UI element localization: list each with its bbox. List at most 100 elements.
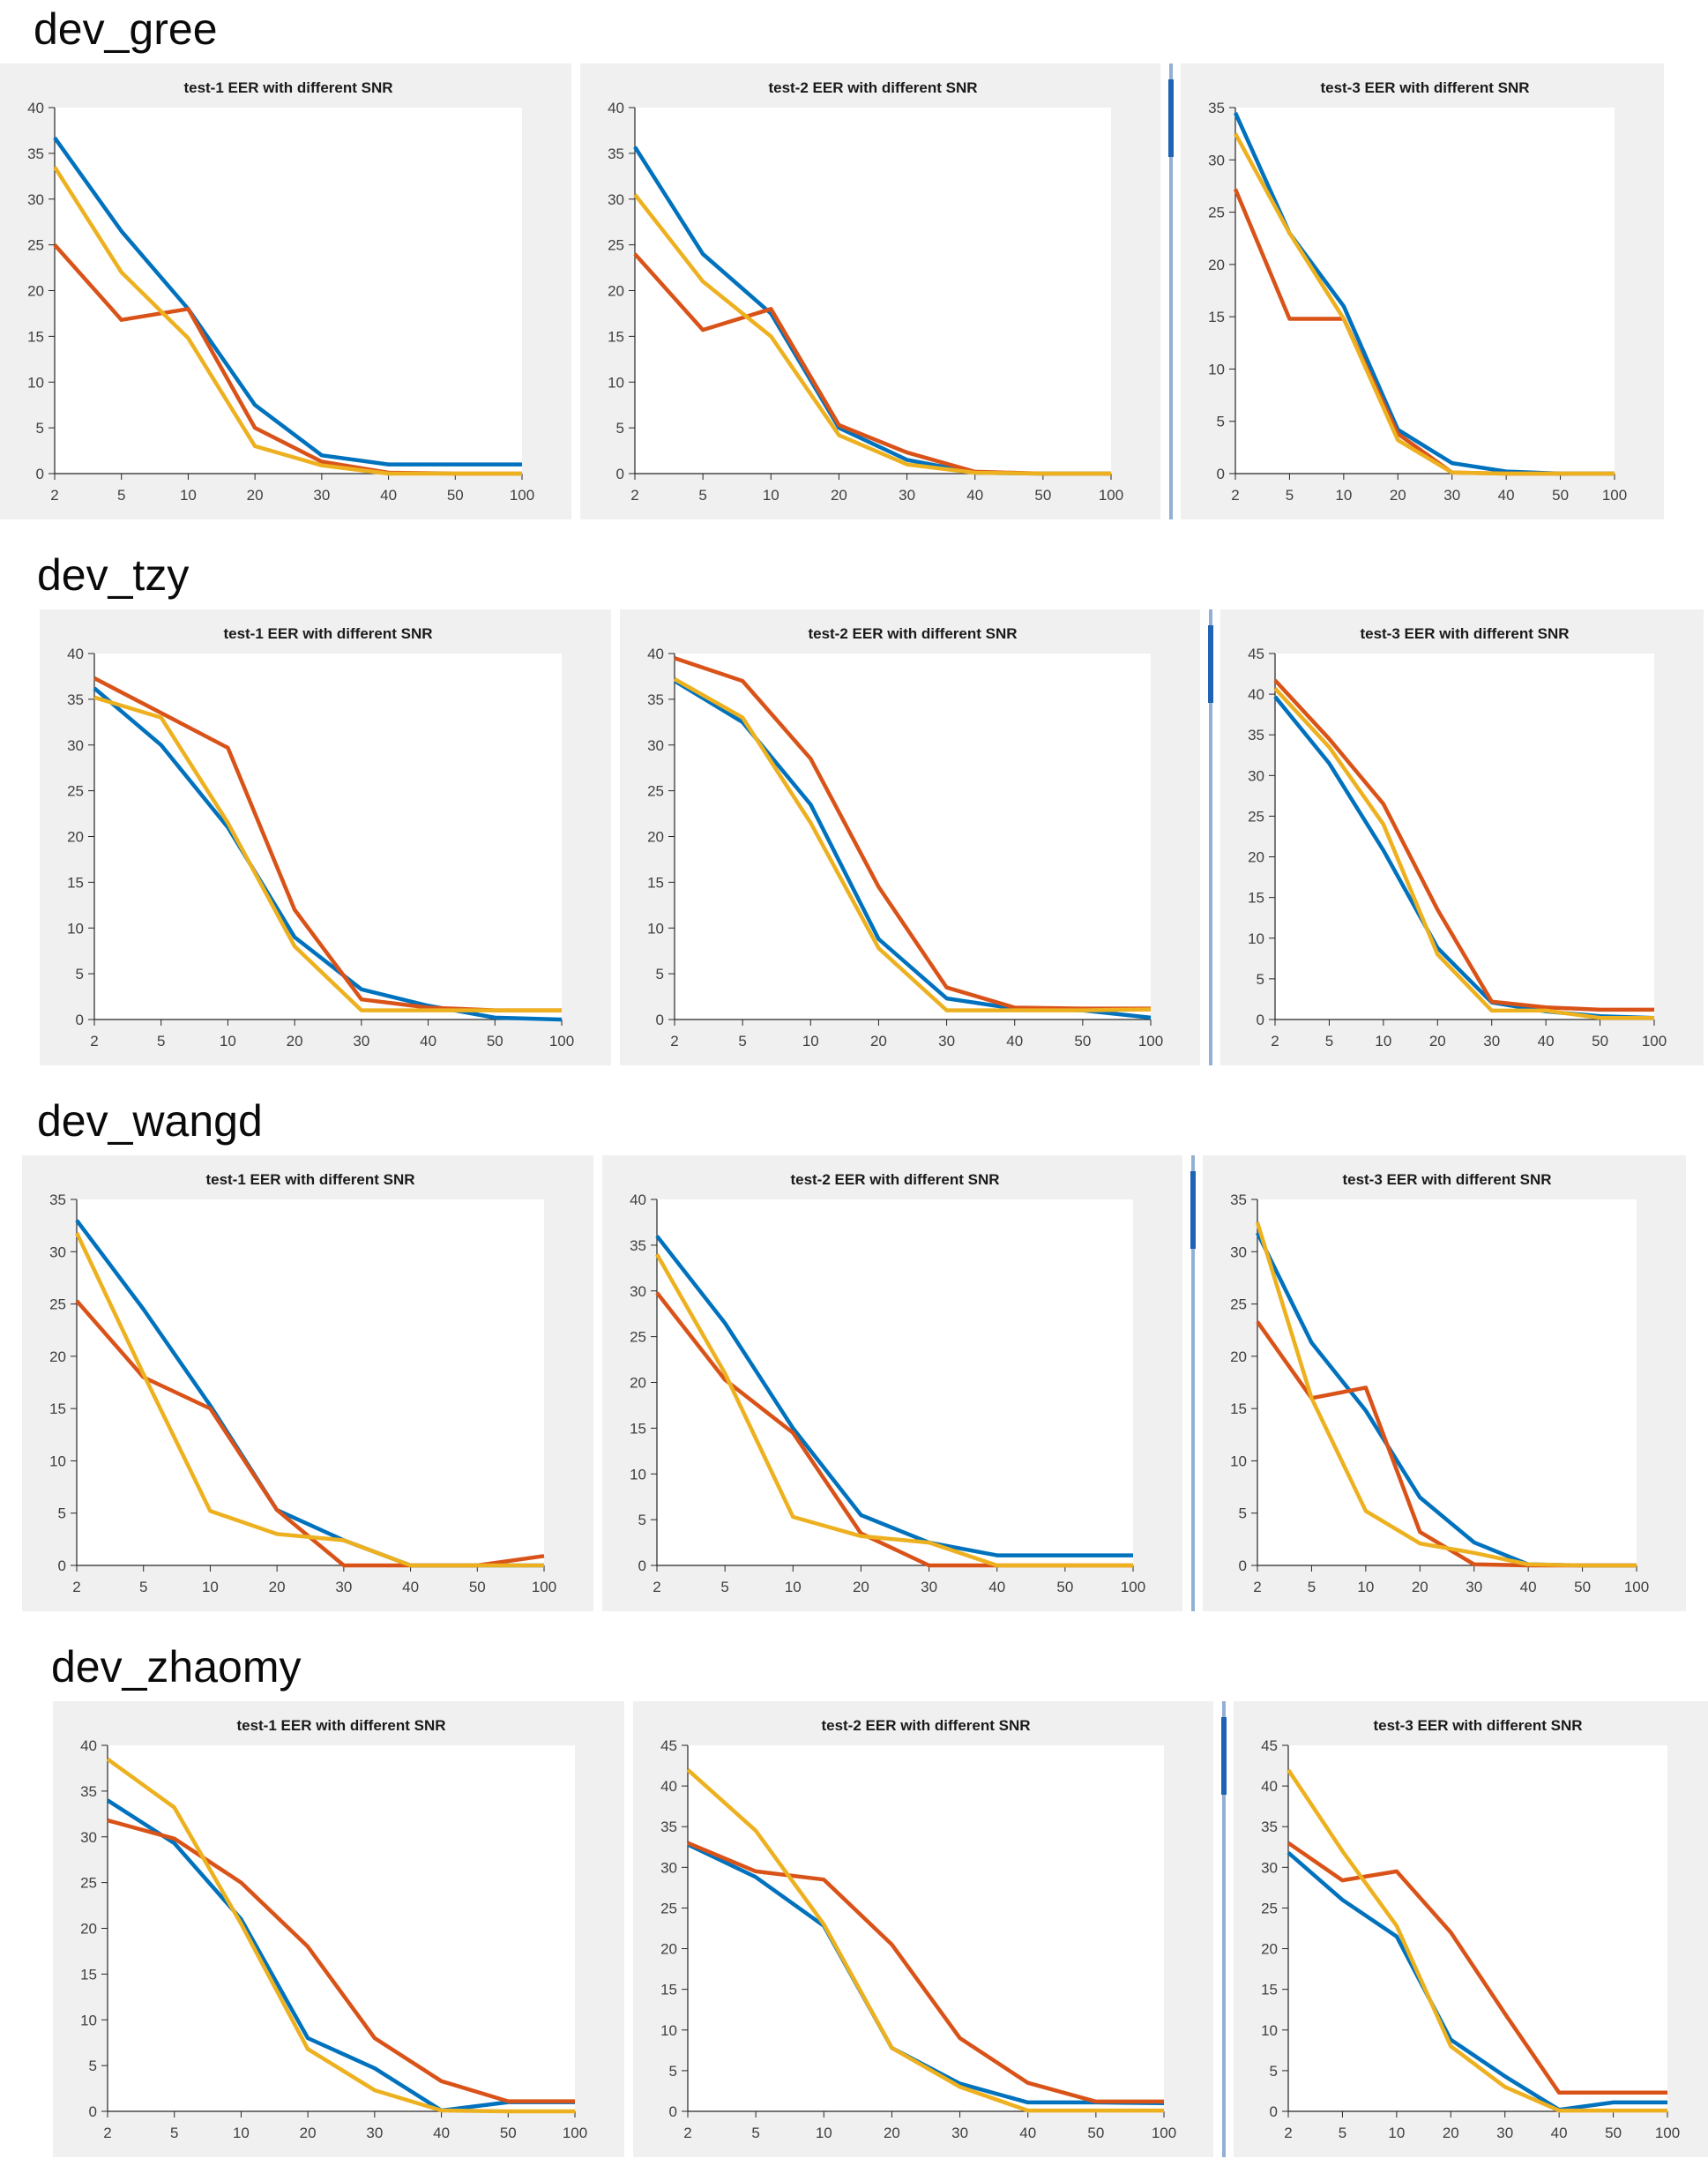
y-tick-label: 10: [1208, 361, 1225, 377]
y-tick-label: 5: [76, 966, 84, 982]
x-tick-label: 100: [510, 487, 534, 504]
chart-row: test-1 EER with different SNR 0 5 10 15 20 25 3…: [22, 1155, 1708, 1611]
x-tick-label: 30: [366, 2125, 383, 2141]
x-tick-label: 20: [1412, 1579, 1428, 1595]
x-tick-label: 10: [202, 1579, 219, 1595]
y-tick-label: 25: [27, 237, 44, 254]
x-tick-label: 30: [335, 1579, 352, 1595]
scrollbar-track[interactable]: [1207, 609, 1213, 1065]
y-tick-label: 15: [608, 328, 625, 345]
chart-panel: test-3 EER with different SNR 0 5 10 15 20 25 3…: [1203, 1155, 1687, 1611]
chart-panel: test-2 EER with different SNR 0 5 10 15 20 25 3…: [580, 63, 1161, 519]
y-tick-label: 15: [49, 1400, 66, 1417]
section-dev-tzy: dev_tzy test-1 EER with different SNR 0 5 1…: [0, 546, 1708, 1065]
y-tick-label: 35: [67, 691, 84, 708]
line-yellow: [674, 677, 1152, 1012]
y-tick-label: 30: [67, 737, 84, 754]
x-tick-label: 20: [1429, 1033, 1446, 1049]
y-tick-label: 35: [1230, 1191, 1247, 1208]
x-tick-label: 100: [1655, 2125, 1680, 2141]
x-tick-label: 10: [785, 1579, 802, 1595]
y-tick-label: 20: [49, 1348, 66, 1365]
y-tick-label: 5: [36, 420, 44, 437]
y-tick-label: 5: [656, 966, 664, 982]
x-tick-label: 100: [1138, 1033, 1163, 1049]
scrollbar-track[interactable]: [1190, 1155, 1196, 1611]
line-blue: [655, 1235, 1134, 1557]
x-tick-label: 40: [380, 487, 397, 504]
x-tick-label: 10: [1376, 1033, 1392, 1049]
line-yellow: [93, 695, 562, 1012]
scrollbar-thumb[interactable]: [1220, 1717, 1227, 1795]
y-tick-label: 10: [80, 2012, 97, 2028]
scrollbar-track[interactable]: [1220, 1701, 1227, 2157]
y-tick-label: 15: [80, 1966, 97, 1983]
chart-canvas: test-3 EER with different SNR05101520253…: [1208, 79, 1627, 504]
x-tick-label: 40: [433, 2125, 450, 2141]
y-tick-label: 35: [1261, 1819, 1278, 1835]
y-tick-label: 40: [27, 100, 44, 116]
line-yellow: [1234, 132, 1615, 476]
x-tick-label: 40: [1020, 2125, 1037, 2141]
plot-area: [635, 108, 1112, 474]
y-tick-label: 20: [80, 1921, 97, 1938]
y-tick-label: 5: [1270, 2063, 1278, 2080]
plot-area: [94, 654, 562, 1020]
line-orange: [687, 1841, 1165, 2104]
plot-area: [108, 1745, 575, 2111]
x-tick-label: 10: [763, 487, 779, 504]
chart-panel: test-1 EER with different SNR 0 5 10 15 20 25 3…: [53, 1701, 624, 2157]
x-tick-label: 20: [269, 1579, 286, 1595]
y-tick-label: 20: [1230, 1348, 1247, 1365]
scrollbar-thumb[interactable]: [1167, 79, 1174, 157]
x-tick-label: 2: [103, 2125, 111, 2141]
x-tick-label: 50: [1574, 1579, 1591, 1595]
chart-title: test-3 EER with different SNR: [1321, 79, 1530, 96]
chart-panel: test-2 EER with different SNR 0 5 10 15 20 25 3…: [633, 1701, 1214, 2157]
scrollbar-thumb[interactable]: [1207, 625, 1213, 703]
x-tick-label: 2: [1285, 2125, 1293, 2141]
x-tick-label: 5: [170, 2125, 178, 2141]
chart-title: test-3 EER with different SNR: [1343, 1171, 1552, 1188]
y-tick-label: 40: [1248, 686, 1264, 703]
x-tick-label: 30: [1484, 1033, 1501, 1049]
y-tick-label: 0: [638, 1557, 646, 1574]
x-tick-label: 40: [1498, 487, 1515, 504]
y-tick-label: 25: [67, 783, 84, 800]
y-tick-label: 15: [27, 328, 44, 345]
y-tick-label: 20: [1248, 849, 1264, 866]
scrollbar-thumb[interactable]: [1190, 1171, 1196, 1249]
line-yellow: [74, 1231, 544, 1568]
chart-panel: test-2 EER with different SNR 0 5 10 15 20 25 3…: [620, 609, 1201, 1065]
y-tick-label: 20: [648, 829, 665, 846]
x-tick-label: 5: [1339, 2125, 1346, 2141]
chart-canvas: test-3 EER with different SNR05101520253…: [1248, 625, 1667, 1049]
x-tick-label: 30: [1497, 2125, 1514, 2141]
section-dev-wangd: dev_wangd test-1 EER with different SNR 0…: [0, 1092, 1708, 1611]
y-tick-label: 20: [608, 283, 625, 300]
x-tick-label: 10: [802, 1033, 819, 1049]
chart-canvas: test-3 EER with different SNR05101520253…: [1261, 1717, 1680, 2141]
x-tick-label: 50: [500, 2125, 517, 2141]
y-tick-label: 10: [1248, 930, 1264, 947]
chart-row: test-1 EER with different SNR 0 5 10 15 20 25 3…: [53, 1701, 1708, 2157]
chart-panel: test-1 EER with different SNR 0 5 10 15 20 25 3…: [0, 63, 571, 519]
y-tick-label: 10: [630, 1466, 647, 1483]
y-tick-label: 15: [1208, 309, 1225, 325]
x-tick-label: 40: [1520, 1579, 1537, 1595]
plot-area: [1257, 1199, 1637, 1565]
y-tick-label: 40: [608, 100, 625, 116]
chart-canvas: test-1 EER with different SNR05101520253…: [80, 1717, 587, 2141]
y-tick-label: 40: [661, 1778, 678, 1795]
chart-panel: test-3 EER with different SNR 0 5 10 15 20 25 3…: [1220, 609, 1704, 1065]
y-tick-label: 10: [1261, 2022, 1278, 2039]
y-tick-label: 30: [1208, 152, 1225, 168]
chart-panel: test-1 EER with different SNR 0 5 10 15 20 25 3…: [22, 1155, 593, 1611]
scrollbar-track[interactable]: [1167, 63, 1174, 519]
x-tick-label: 40: [1538, 1033, 1555, 1049]
y-tick-label: 35: [80, 1783, 97, 1800]
y-tick-label: 10: [27, 374, 44, 391]
chart-row: test-1 EER with different SNR 0 5 10 15 20 25 3…: [40, 609, 1708, 1065]
y-tick-label: 15: [1261, 1982, 1278, 1998]
y-tick-label: 30: [630, 1283, 647, 1300]
